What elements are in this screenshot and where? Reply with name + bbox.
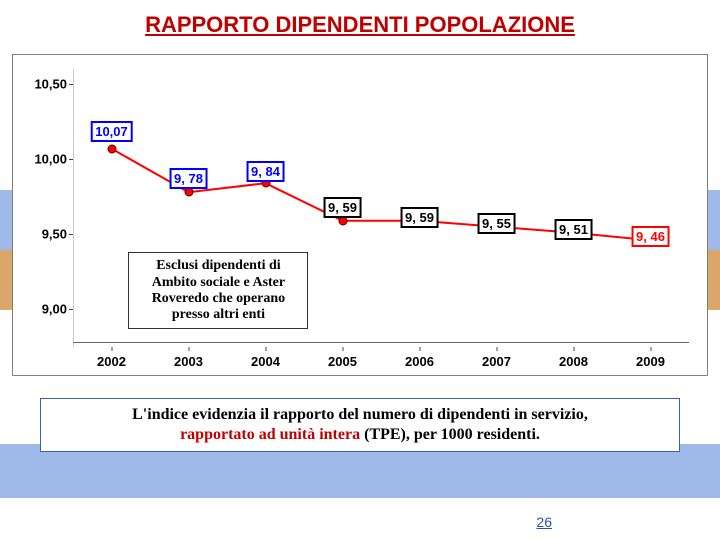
caption-emphasis: rapportato ad unità intera xyxy=(180,426,360,443)
x-tick-mark xyxy=(188,347,189,351)
y-tick-label: 10,00 xyxy=(21,152,67,167)
data-label: 9, 59 xyxy=(400,207,439,228)
data-label: 9, 55 xyxy=(477,213,516,234)
y-tick-mark xyxy=(69,309,73,310)
x-tick-mark xyxy=(111,347,112,351)
x-tick-mark xyxy=(265,347,266,351)
data-label: 10,07 xyxy=(90,121,133,142)
data-label: 9, 46 xyxy=(631,226,670,247)
data-label: 9, 84 xyxy=(246,161,285,182)
chart-note-line: Ambito sociale e Aster xyxy=(152,275,285,290)
caption-line1: L'indice evidenzia il rapporto del numer… xyxy=(132,406,588,423)
x-tick-mark xyxy=(496,347,497,351)
x-tick-mark xyxy=(419,347,420,351)
page-title: RAPPORTO DIPENDENTI POPOLAZIONE xyxy=(0,0,720,44)
x-tick-label: 2008 xyxy=(559,354,588,369)
y-tick-mark xyxy=(69,234,73,235)
y-tick-mark xyxy=(69,159,73,160)
y-tick-label: 9,50 xyxy=(21,227,67,242)
data-marker xyxy=(107,144,116,153)
page-number: 26 xyxy=(536,514,552,530)
x-tick-label: 2009 xyxy=(636,354,665,369)
data-label: 9, 78 xyxy=(169,168,208,189)
x-tick-label: 2002 xyxy=(97,354,126,369)
chart-note: Esclusi dipendenti di Ambito sociale e As… xyxy=(128,252,308,328)
x-tick-label: 2003 xyxy=(174,354,203,369)
caption-line2-post: (TPE), per 1000 residenti. xyxy=(360,426,540,443)
x-tick-mark xyxy=(573,347,574,351)
y-tick-mark xyxy=(69,84,73,85)
chart-note-line: Roveredo che operano xyxy=(152,291,286,306)
x-axis xyxy=(73,342,689,343)
background-band xyxy=(0,444,720,498)
caption-box: L'indice evidenzia il rapporto del numer… xyxy=(40,398,680,452)
y-axis xyxy=(73,69,74,347)
chart-container: 9,00 9,50 10,00 10,50 2002 2003 2004 2005 2006 20… xyxy=(12,54,708,376)
x-tick-label: 2005 xyxy=(328,354,357,369)
x-tick-mark xyxy=(342,347,343,351)
x-tick-label: 2007 xyxy=(482,354,511,369)
x-tick-mark xyxy=(650,347,651,351)
chart-note-line: presso altri enti xyxy=(172,307,265,322)
x-tick-label: 2004 xyxy=(251,354,280,369)
y-tick-label: 9,00 xyxy=(21,302,67,317)
data-label: 9, 51 xyxy=(554,219,593,240)
x-tick-label: 2006 xyxy=(405,354,434,369)
y-tick-label: 10,50 xyxy=(21,77,67,92)
chart-note-line: Esclusi dipendenti di xyxy=(156,258,281,273)
data-label: 9, 59 xyxy=(323,197,362,218)
